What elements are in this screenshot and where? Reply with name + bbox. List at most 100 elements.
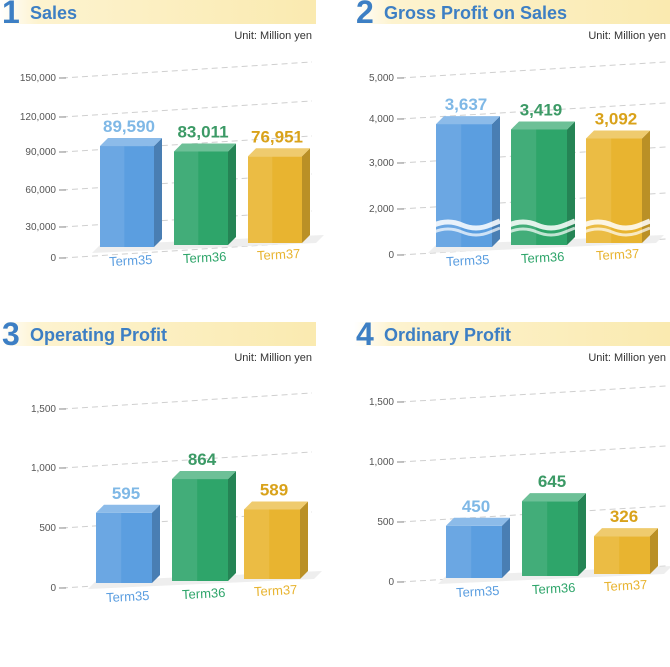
bar-side (228, 471, 236, 581)
bar-term36 (174, 143, 236, 245)
panel-title: Gross Profit on Sales (384, 3, 568, 23)
value-label: 645 (538, 472, 566, 491)
bar-side (228, 143, 236, 245)
y-tick-label: 0 (50, 583, 56, 594)
y-tick-label: 60,000 (25, 185, 56, 196)
bar-top (436, 116, 500, 125)
y-tick-label: 1,500 (31, 404, 56, 415)
gridline (61, 241, 313, 259)
value-label: 76,951 (251, 127, 303, 146)
bar-highlight (522, 501, 548, 576)
bar-top (446, 517, 510, 526)
panel-number: 3 (2, 316, 20, 352)
value-label: 3,419 (520, 100, 563, 119)
bar-highlight (96, 512, 122, 583)
bar-top (96, 504, 160, 513)
bar-side (567, 121, 575, 245)
axis-break-wave (583, 218, 651, 231)
unit-label: Unit: Million yen (234, 352, 312, 364)
unit-label: Unit: Million yen (588, 30, 666, 42)
panel-number: 2 (356, 0, 374, 30)
category-label: Term35 (446, 252, 490, 269)
bar-highlight (172, 479, 198, 581)
value-label: 3,637 (445, 95, 488, 114)
y-tick-label: 150,000 (20, 73, 57, 84)
bar-top (511, 121, 575, 130)
panel-title-band (354, 0, 670, 24)
category-label: Term36 (532, 580, 576, 597)
y-tick-label: 1,500 (369, 397, 394, 408)
bar-side (154, 138, 162, 247)
gridline (61, 100, 313, 118)
bar-term35 (100, 138, 162, 247)
panel-gross-profit: 2 Gross Profit on Sales Unit: Million ye… (354, 0, 670, 320)
bar-highlight (436, 124, 462, 247)
gridline (61, 61, 313, 79)
category-label: Term36 (521, 249, 565, 266)
bar-side (502, 517, 510, 578)
panel-sales: 1 Sales Unit: Million yen 0 30,000 60,000 9… (0, 0, 324, 320)
y-tick-label: 90,000 (25, 147, 56, 158)
y-tick-label: 1,000 (31, 463, 56, 474)
bar-top (586, 130, 650, 139)
y-tick-label: 4,000 (369, 114, 394, 125)
y-tick-label: 1,000 (369, 457, 394, 468)
bar-top (248, 148, 310, 157)
category-label: Term35 (109, 252, 153, 269)
category-label: Term35 (456, 583, 500, 600)
axis-break-wave (583, 226, 651, 237)
category-label: Term37 (596, 246, 640, 263)
y-tick-label: 500 (39, 523, 56, 534)
panel-title-band (0, 322, 316, 346)
bar-highlight (248, 156, 273, 243)
value-label: 89,590 (103, 117, 155, 136)
bar-term37 (586, 130, 650, 243)
y-tick-label: 0 (388, 577, 394, 588)
value-label: 83,011 (177, 122, 228, 141)
unit-label: Unit: Million yen (588, 352, 666, 364)
bar-highlight (174, 151, 199, 245)
bar-term37 (594, 528, 658, 574)
bar-term37 (244, 501, 308, 579)
y-tick-label: 120,000 (20, 112, 57, 123)
category-label: Term37 (254, 582, 298, 599)
gridline (61, 451, 313, 469)
category-label: Term37 (257, 246, 301, 263)
bar-top (172, 471, 236, 480)
bar-top (244, 501, 308, 510)
category-label: Term36 (183, 249, 227, 266)
panel-title: Ordinary Profit (384, 325, 512, 345)
bar-term35 (96, 504, 160, 583)
bar-term35 (446, 517, 510, 578)
bar-highlight (100, 146, 125, 247)
gross-profit-chart: 0 2,000 3,000 4,000 5,000 3,637 Term35 3,419 Ter… (369, 61, 667, 269)
bar-side (578, 493, 586, 576)
gridline (399, 61, 667, 79)
bar-highlight (446, 525, 472, 578)
panel-title: Sales (30, 3, 78, 23)
category-label: Term37 (604, 577, 648, 594)
operating-profit-chart: 0 500 1,000 1,500 595 Term35 864 Term36 589 Term3… (31, 392, 322, 605)
axis-break-wave (433, 226, 501, 237)
bar-side (492, 116, 500, 247)
axis-break-wave (433, 218, 501, 231)
y-tick-label: 500 (377, 517, 394, 528)
bar-side (642, 130, 650, 243)
bar-side (302, 148, 310, 243)
panel-operating-profit: 3 Operating Profit Unit: Million yen 0 50… (0, 316, 322, 642)
y-tick-label: 0 (388, 250, 394, 261)
gridline (399, 445, 667, 463)
y-tick-label: 2,000 (369, 204, 394, 215)
y-tick-label: 5,000 (369, 73, 394, 84)
value-label: 326 (610, 507, 638, 526)
category-label: Term36 (182, 585, 226, 602)
bar-side (300, 501, 308, 579)
panel-number: 4 (356, 316, 374, 352)
bar-term37 (248, 148, 310, 243)
sales-chart: 0 30,000 60,000 90,000 120,000 150,000 89,590 T… (20, 61, 324, 269)
gridline (61, 392, 313, 410)
value-label: 864 (188, 450, 217, 469)
bar-highlight (586, 138, 612, 243)
bar-top (594, 528, 658, 537)
bar-term36 (522, 493, 586, 576)
